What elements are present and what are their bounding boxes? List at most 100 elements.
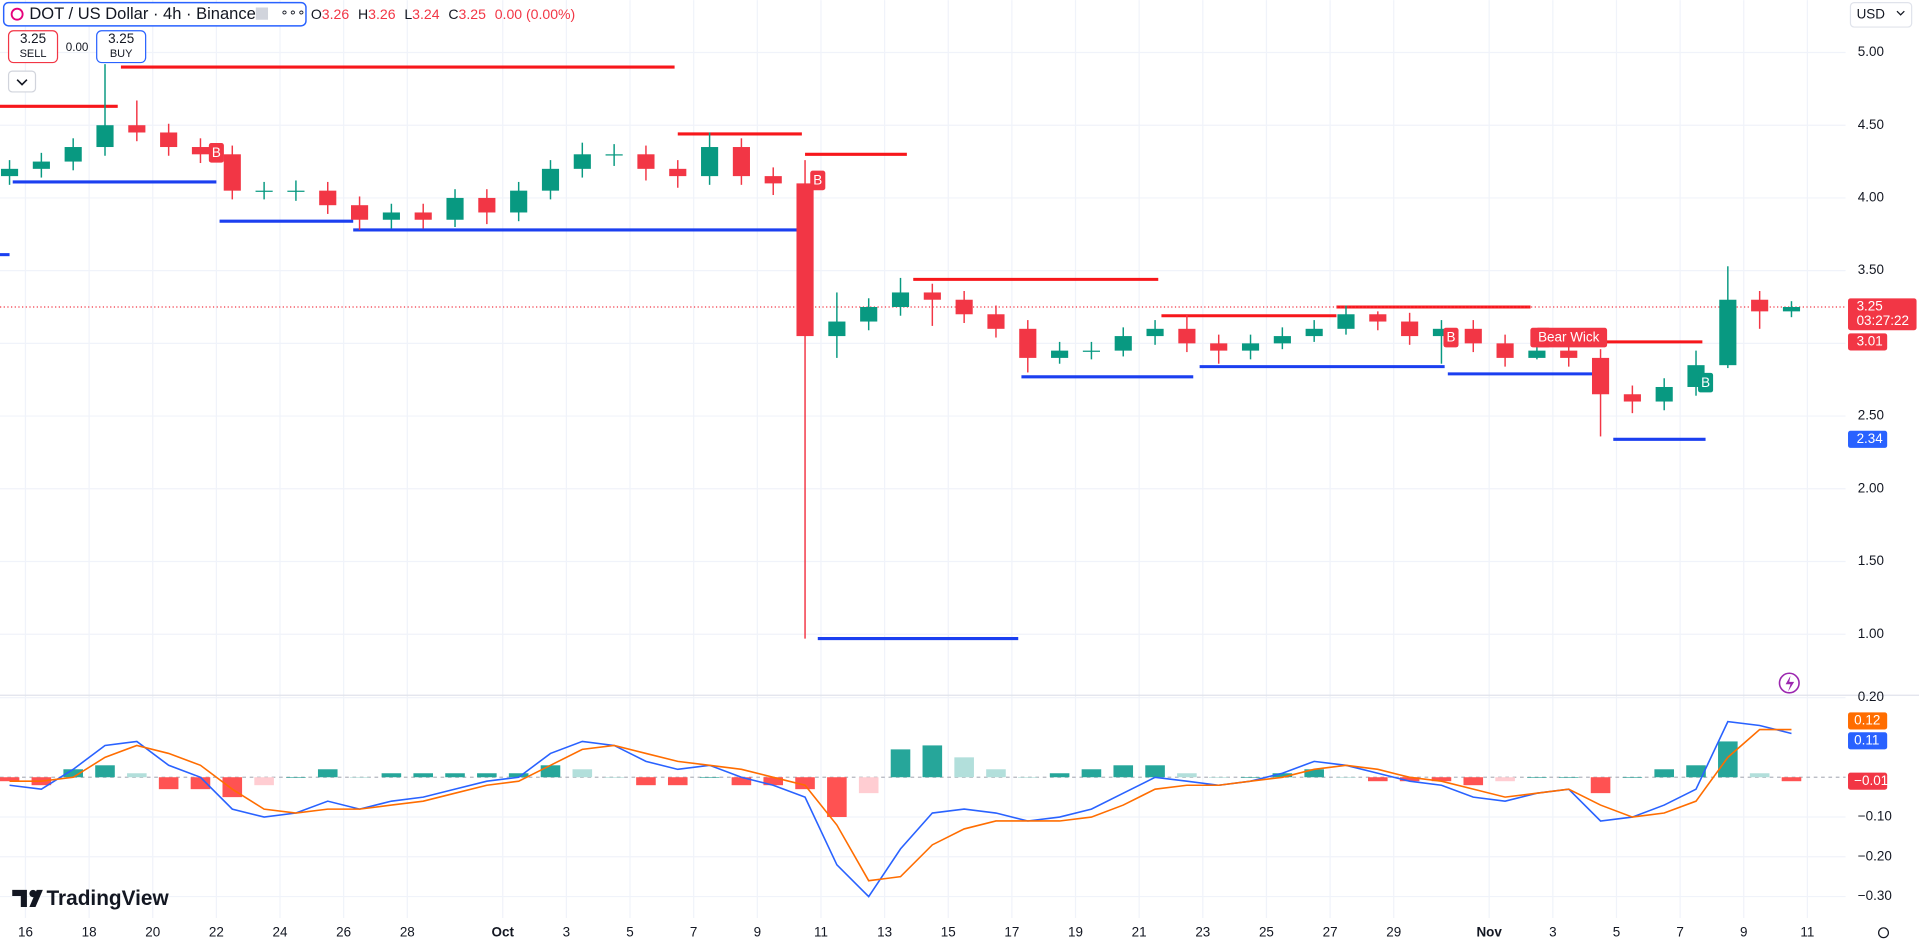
ohlc-label: H: [358, 6, 368, 22]
symbol-icon: [10, 7, 24, 21]
change: 0.00 (0.00%): [495, 6, 576, 22]
x-tick-label: 7: [1676, 924, 1683, 939]
histogram-bar: [349, 777, 370, 778]
candle-body: [796, 183, 814, 337]
x-tick-label: Oct: [492, 924, 515, 939]
x-tick-label: 7: [690, 924, 697, 939]
histogram-bar: [413, 773, 433, 778]
histogram-bar: [827, 777, 847, 818]
candle-body: [1082, 350, 1100, 352]
histogram-bar: [1686, 765, 1706, 778]
histogram-bar: [890, 749, 911, 778]
candle-body: [414, 212, 432, 220]
price-badge: [1848, 333, 1888, 351]
candle-body: [1464, 328, 1482, 344]
macd-line: [9, 720, 1792, 898]
x-tick-label: 9: [754, 924, 761, 939]
histogram-bar: [0, 777, 20, 782]
histogram-bar: [477, 773, 497, 778]
ohlc-value: 3.25: [459, 6, 487, 22]
histogram-bar: [1431, 777, 1452, 782]
sell-label: SELL: [20, 48, 47, 60]
x-tick-label: 27: [1323, 924, 1338, 939]
ohlc-label: C: [448, 6, 458, 22]
spread: 0.00: [66, 41, 89, 54]
currency-box[interactable]: [1849, 1, 1913, 28]
buy-price: 3.25: [108, 31, 134, 46]
histogram-bar: [954, 757, 974, 778]
logo-dot: [29, 889, 37, 898]
candle-body: [1591, 357, 1610, 395]
histogram-bar: [763, 777, 784, 786]
ohlc: O3.26 H3.26 L3.24 C3.25 0.00 (0.00%): [311, 6, 575, 22]
indicator-badge: [1848, 732, 1888, 750]
indicator-badge-label: 0.11: [1854, 732, 1879, 747]
signal-marker: [208, 143, 224, 163]
histogram-bar: [286, 777, 306, 778]
x-tick-label: 11: [814, 924, 828, 939]
x-tick-label: 9: [1740, 924, 1747, 939]
histogram-bar: [667, 777, 688, 786]
histogram-bar: [604, 777, 624, 778]
price-badge-label: 3.25: [1857, 299, 1883, 314]
more-icon[interactable]: ∘∘∘: [280, 5, 305, 20]
histogram-bar: [540, 765, 561, 778]
candle-body: [764, 176, 782, 184]
settings-icon[interactable]: [1878, 927, 1890, 939]
x-tick-label: 17: [1004, 924, 1019, 939]
ohlc-value: 3.24: [412, 6, 440, 22]
x-tick-label: 25: [1259, 924, 1274, 939]
signal-marker: [810, 170, 826, 191]
histogram-bar: [1113, 765, 1134, 778]
ohlc-label: O: [311, 6, 322, 22]
x-tick-label: 19: [1068, 924, 1083, 939]
y-tick-label: 2.50: [1858, 408, 1884, 423]
symbol-box[interactable]: [2, 1, 307, 27]
histogram-bar: [1081, 769, 1102, 778]
candle-body: [1273, 336, 1291, 344]
symbol: DOT / US Dollar · 4h · Binance: [29, 4, 255, 23]
collapse-button[interactable]: [7, 70, 37, 93]
candle-body: [1560, 350, 1578, 358]
x-tick-label: 16: [18, 924, 33, 939]
candle-body: [319, 190, 337, 206]
sell-button[interactable]: [7, 30, 59, 64]
candle-body: [510, 190, 528, 213]
x-tick-label: 21: [1132, 924, 1147, 939]
x-tick-label: 20: [145, 924, 160, 939]
x-tick-label: 15: [941, 924, 956, 939]
price-axis: 16 18 20 22 24 26 28 Oct 3 5 7 9 11 13 15 17 19 21 23 25 27 2…: [18, 44, 1917, 939]
histogram-bar: [1622, 777, 1643, 778]
histogram-bar: [1495, 777, 1515, 782]
y-tick-label: 3.50: [1858, 262, 1884, 277]
buy-button[interactable]: [96, 30, 147, 64]
candle-body: [255, 190, 273, 192]
price-badge-label: 2.34: [1857, 431, 1884, 446]
candle-body: [1305, 328, 1323, 337]
candle-body: [541, 168, 560, 191]
histogram-bar: [1177, 773, 1197, 778]
x-tick-label: 26: [336, 924, 351, 939]
candle-body: [32, 161, 50, 169]
histogram-bar: [1558, 777, 1579, 778]
candle-body: [1019, 328, 1037, 358]
candle-body: [1241, 343, 1260, 351]
x-tick-label: 24: [273, 924, 288, 939]
histogram-bar: [731, 777, 752, 786]
signal-line: [9, 728, 1792, 882]
histogram-bar: [127, 773, 147, 778]
histogram-bar: [795, 777, 815, 790]
signal-marker: [1443, 327, 1459, 348]
histogram-bar: [1654, 769, 1674, 778]
candle-body: [669, 168, 687, 177]
lightning-icon: [1785, 675, 1795, 692]
candle-body: [1178, 328, 1196, 344]
histogram-bar: [381, 773, 402, 778]
histogram-bar: [317, 769, 338, 778]
indicator-badge: [1848, 712, 1888, 730]
flag-icon[interactable]: [255, 7, 269, 20]
histogram-bar: [1399, 777, 1420, 782]
histogram-bar: [445, 773, 465, 778]
y-tick-label: −0.20: [1858, 848, 1892, 863]
x-tick-label: 29: [1386, 924, 1401, 939]
